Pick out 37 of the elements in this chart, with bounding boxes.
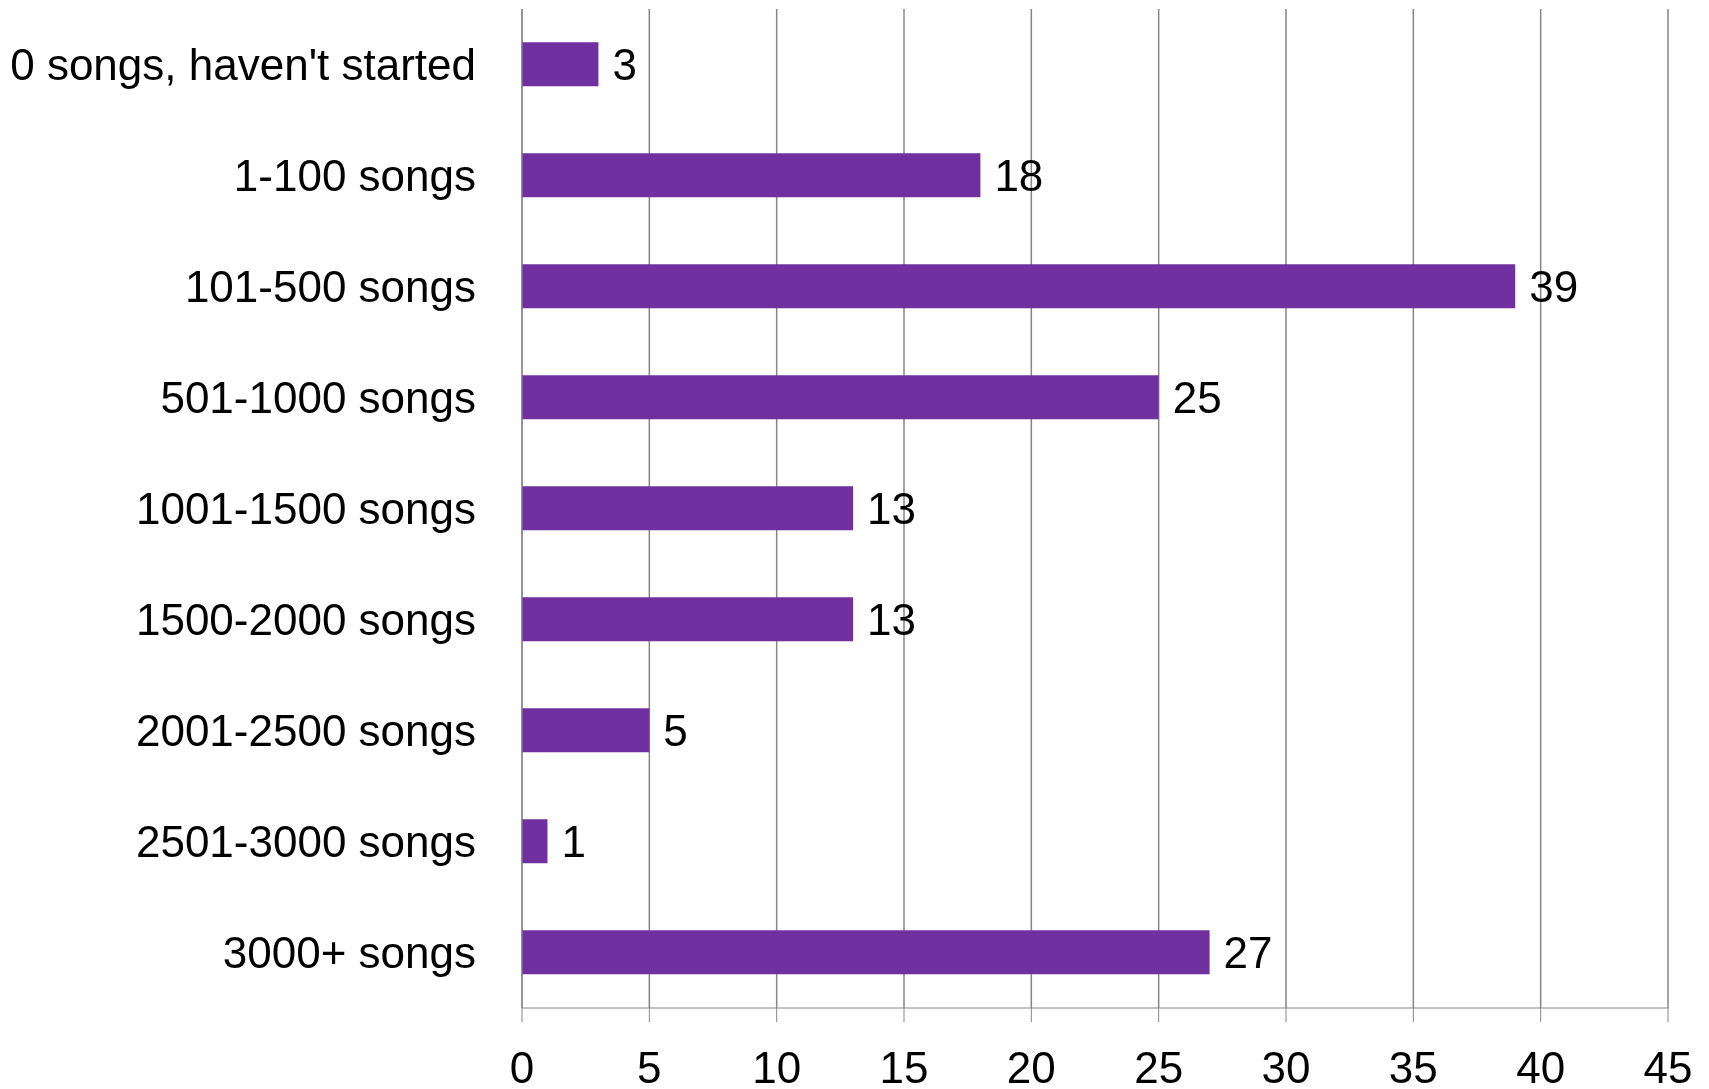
bar (522, 264, 1516, 309)
bar (522, 930, 1210, 975)
data-label: 39 (1529, 261, 1579, 311)
x-tick-label: 40 (1516, 1043, 1566, 1089)
x-tick-label: 45 (1643, 1043, 1693, 1089)
bar (522, 597, 854, 642)
x-tick-label: 5 (637, 1043, 662, 1089)
y-tick-label: 0 songs, haven't started (10, 40, 476, 90)
data-label: 13 (867, 483, 917, 533)
bar (522, 708, 650, 753)
y-tick-label: 1-100 songs (233, 151, 476, 201)
x-tick-label: 15 (879, 1043, 929, 1089)
x-tick-label: 0 (509, 1043, 535, 1089)
bar (522, 153, 981, 198)
x-tick-label: 25 (1134, 1043, 1184, 1089)
y-tick-label: 501-1000 songs (160, 373, 476, 423)
data-label: 13 (867, 594, 917, 644)
y-tick-label: 1500-2000 songs (135, 595, 476, 645)
x-tick-label: 10 (752, 1043, 802, 1089)
bar (522, 375, 1159, 420)
y-tick-label: 101-500 songs (184, 262, 476, 312)
data-label: 5 (663, 705, 688, 755)
data-label: 3 (612, 39, 637, 89)
data-label: 1 (561, 816, 586, 866)
y-tick-label: 2001-2500 songs (135, 706, 476, 756)
data-label: 25 (1172, 372, 1222, 422)
y-tick-label: 3000+ songs (222, 928, 476, 978)
data-label: 27 (1223, 927, 1273, 977)
x-tick-label: 30 (1261, 1043, 1311, 1089)
bar (522, 42, 599, 87)
x-tick-label: 35 (1388, 1043, 1438, 1089)
data-label: 18 (994, 150, 1044, 200)
x-tick-label: 20 (1006, 1043, 1056, 1089)
bar (522, 486, 854, 531)
y-tick-label: 2501-3000 songs (135, 817, 476, 867)
bar (522, 819, 548, 864)
y-tick-label: 1001-1500 songs (135, 484, 476, 534)
